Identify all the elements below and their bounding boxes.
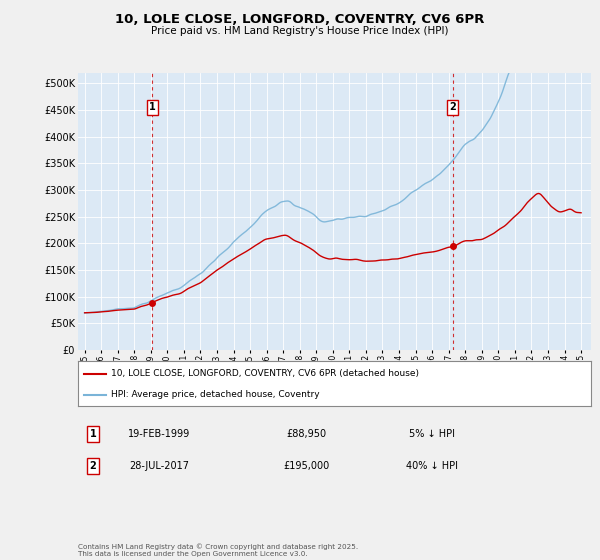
- Text: 19-FEB-1999: 19-FEB-1999: [128, 429, 190, 439]
- Text: 2: 2: [89, 461, 97, 471]
- Text: Contains HM Land Registry data © Crown copyright and database right 2025.
This d: Contains HM Land Registry data © Crown c…: [78, 544, 358, 557]
- Text: 5% ↓ HPI: 5% ↓ HPI: [409, 429, 455, 439]
- Text: 28-JUL-2017: 28-JUL-2017: [129, 461, 189, 471]
- Text: 1: 1: [149, 102, 155, 113]
- Text: 2: 2: [449, 102, 456, 113]
- Text: HPI: Average price, detached house, Coventry: HPI: Average price, detached house, Cove…: [112, 390, 320, 399]
- Text: £88,950: £88,950: [286, 429, 326, 439]
- Text: 10, LOLE CLOSE, LONGFORD, COVENTRY, CV6 6PR: 10, LOLE CLOSE, LONGFORD, COVENTRY, CV6 …: [115, 13, 485, 26]
- Text: Price paid vs. HM Land Registry's House Price Index (HPI): Price paid vs. HM Land Registry's House …: [151, 26, 449, 36]
- Text: 10, LOLE CLOSE, LONGFORD, COVENTRY, CV6 6PR (detached house): 10, LOLE CLOSE, LONGFORD, COVENTRY, CV6 …: [112, 369, 419, 378]
- Text: 40% ↓ HPI: 40% ↓ HPI: [406, 461, 458, 471]
- Text: 1: 1: [89, 429, 97, 439]
- Text: £195,000: £195,000: [283, 461, 329, 471]
